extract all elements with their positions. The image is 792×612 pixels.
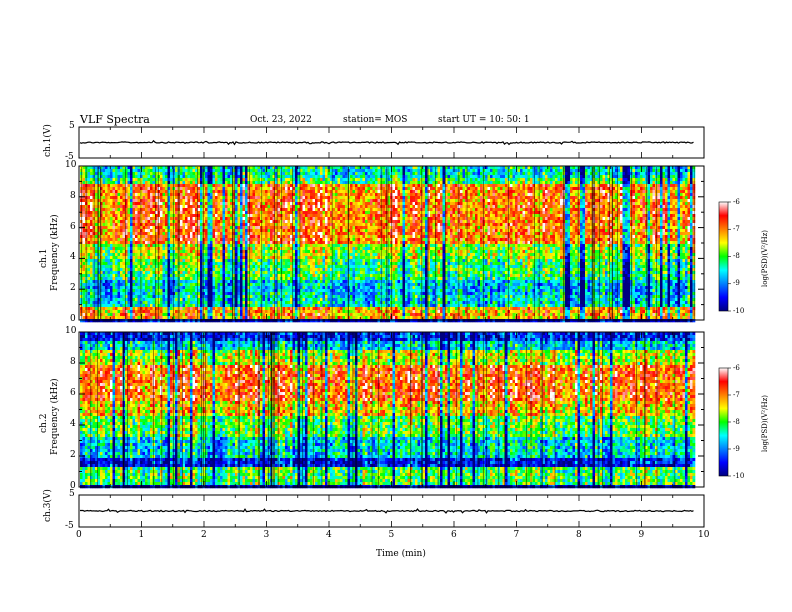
ch1-spectrogram-ytick-label-3: 6 — [70, 222, 76, 232]
colorbar1-title: log(PSD)(V²/Hz) — [761, 230, 769, 287]
date-label: Oct. 23, 2022 — [250, 116, 312, 125]
ch1-spectrogram-ytick-label-2: 4 — [70, 253, 76, 262]
ch1-spectrogram-heatmap — [80, 166, 696, 323]
ch1-spectrogram-ytick-label-1: 2 — [70, 284, 76, 293]
x-tick-label-3: 3 — [264, 531, 270, 540]
ch1-colorbar-tick-label-2: -8 — [733, 253, 740, 260]
ch2-spectrogram-panel — [78, 331, 705, 489]
x-tick-label-9: 9 — [639, 531, 645, 540]
ch2-colorbar-tick-label-1: -7 — [733, 391, 740, 399]
ch2-spec-ylabel-2: Frequency (kHz) — [50, 378, 60, 455]
ch2-spectrogram-ytick-label-5: 10 — [65, 327, 76, 336]
ch3-waveform-trace — [80, 508, 694, 514]
x-axis-label: Time (min) — [376, 550, 426, 559]
ch1-spectrogram-panel — [78, 165, 705, 323]
x-tick-label-10: 10 — [698, 531, 709, 540]
ch1-spec-ylabel-1: ch.1 — [39, 249, 49, 268]
ch2-colorbar — [718, 367, 729, 477]
start-time-label: start UT = 10: 50: 1 — [438, 116, 530, 125]
ch2-spec-ylabel-1: ch.2 — [39, 414, 49, 433]
ch1-colorbar-tick-label-0: -6 — [733, 198, 740, 206]
ch2-spectrogram-ytick-label-3: 6 — [70, 389, 76, 398]
ch1-colorbar — [718, 201, 729, 312]
colorbar2-title: log(PSD)(V²/Hz) — [761, 395, 769, 452]
ch2-colorbar-tick-label-3: -9 — [733, 445, 740, 453]
chart-title: VLF Spectra — [80, 114, 150, 125]
ch1-spectrogram-ytick-label-4: 8 — [70, 191, 76, 201]
ch2-colorbar-tick-label-2: -8 — [733, 418, 740, 426]
ch1-waveform-ylabel: ch.1(V) — [43, 124, 53, 157]
ch3-waveform-ytick-label-0: 5 — [69, 490, 75, 499]
x-tick-label-0: 0 — [76, 531, 82, 540]
ch1-colorbar-tick-label-4: -10 — [733, 307, 744, 315]
x-tick-label-4: 4 — [326, 531, 332, 540]
ch3-waveform-panel — [78, 494, 705, 528]
ch1-colorbar-tick-label-3: -9 — [733, 280, 740, 287]
ch2-spectrogram-ytick-label-4: 8 — [70, 358, 76, 367]
ch1-waveform-panel — [78, 126, 705, 159]
ch1-spec-ylabel-2: Frequency (kHz) — [50, 214, 60, 291]
x-tick-label-2: 2 — [201, 531, 207, 540]
ch3-waveform-ytick-label-1: -5 — [65, 522, 74, 531]
ch1-spectrogram-ytick-label-5: 10 — [65, 161, 76, 170]
ch1-waveform-ytick-label-1: -5 — [65, 153, 74, 162]
ch2-colorbar-tick-label-4: -10 — [733, 472, 744, 480]
x-tick-label-8: 8 — [576, 531, 582, 540]
ch2-colorbar-tick-label-0: -6 — [733, 364, 740, 372]
ch1-colorbar-tick-label-1: -7 — [733, 225, 740, 233]
ch1-waveform-trace — [79, 139, 694, 146]
ch2-spectrogram-ytick-label-1: 2 — [70, 451, 76, 460]
x-tick-label-1: 1 — [139, 531, 145, 540]
station-label: station= MOS — [343, 116, 407, 125]
ch3-waveform-ylabel: ch.3(V) — [43, 489, 53, 522]
ch2-spectrogram-ytick-label-0: 0 — [70, 482, 76, 491]
x-tick-label-6: 6 — [451, 531, 457, 540]
ch1-spectrogram-ytick-label-0: 0 — [70, 315, 76, 324]
ch2-spectrogram-ytick-label-2: 4 — [70, 420, 76, 429]
x-tick-label-7: 7 — [514, 531, 520, 540]
ch2-spectrogram-heatmap — [78, 332, 696, 489]
x-tick-label-5: 5 — [389, 531, 395, 540]
ch1-waveform-ytick-label-0: 5 — [69, 122, 75, 131]
